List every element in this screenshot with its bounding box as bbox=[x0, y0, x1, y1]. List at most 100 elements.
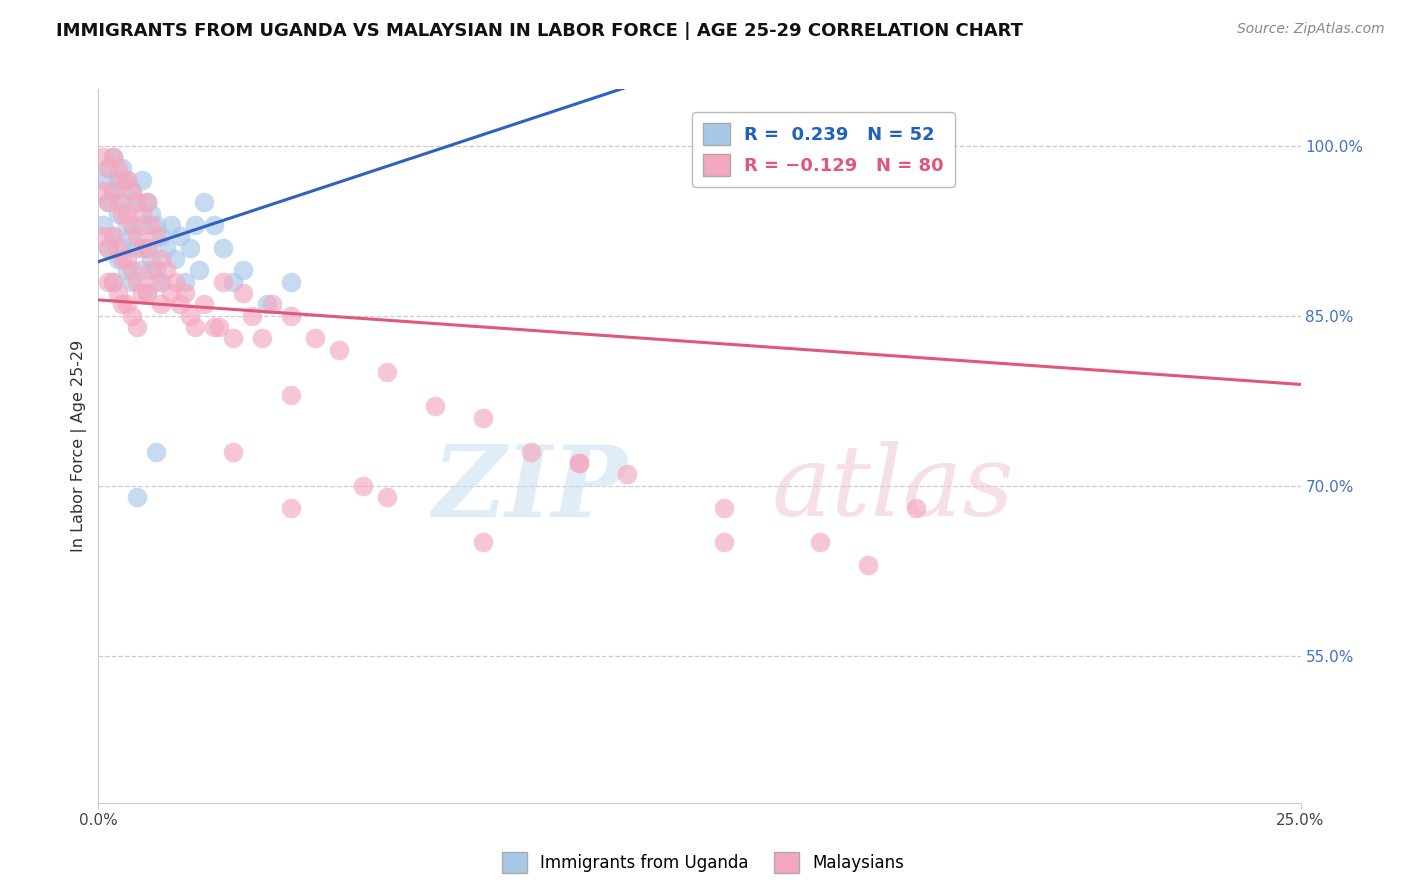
Point bbox=[91, 229, 114, 244]
Point bbox=[97, 195, 120, 210]
Text: ZIP: ZIP bbox=[433, 441, 627, 537]
Point bbox=[165, 252, 187, 266]
Point bbox=[149, 297, 172, 311]
Point bbox=[135, 195, 157, 210]
Point bbox=[135, 286, 157, 301]
Point bbox=[155, 263, 177, 277]
Point bbox=[97, 161, 120, 176]
Point bbox=[328, 343, 350, 357]
Point bbox=[121, 309, 143, 323]
Point bbox=[121, 184, 143, 198]
Point bbox=[107, 161, 129, 176]
Point bbox=[131, 207, 153, 221]
Point bbox=[117, 218, 139, 232]
Point bbox=[91, 218, 114, 232]
Point bbox=[135, 241, 157, 255]
Point bbox=[713, 535, 735, 549]
Point bbox=[149, 275, 172, 289]
Point bbox=[145, 444, 167, 458]
Point bbox=[193, 195, 215, 210]
Point bbox=[280, 501, 302, 516]
Point bbox=[141, 263, 163, 277]
Point bbox=[240, 309, 263, 323]
Point bbox=[101, 229, 124, 244]
Point bbox=[107, 241, 129, 255]
Point bbox=[125, 195, 148, 210]
Point bbox=[856, 558, 879, 572]
Point bbox=[111, 297, 134, 311]
Point bbox=[808, 535, 831, 549]
Point bbox=[97, 275, 120, 289]
Point bbox=[165, 275, 187, 289]
Point bbox=[145, 229, 167, 244]
Point bbox=[141, 207, 163, 221]
Point bbox=[904, 501, 927, 516]
Point bbox=[111, 173, 134, 187]
Point bbox=[375, 365, 398, 379]
Point bbox=[149, 229, 172, 244]
Point bbox=[117, 173, 139, 187]
Point bbox=[101, 275, 124, 289]
Point bbox=[117, 252, 139, 266]
Point bbox=[117, 297, 139, 311]
Point bbox=[131, 173, 153, 187]
Y-axis label: In Labor Force | Age 25-29: In Labor Force | Age 25-29 bbox=[72, 340, 87, 552]
Point bbox=[111, 195, 134, 210]
Point bbox=[169, 229, 191, 244]
Point bbox=[179, 241, 201, 255]
Legend: R =  0.239   N = 52, R = −0.129   N = 80: R = 0.239 N = 52, R = −0.129 N = 80 bbox=[692, 112, 955, 187]
Point bbox=[232, 286, 254, 301]
Point bbox=[111, 241, 134, 255]
Point bbox=[145, 275, 167, 289]
Point bbox=[159, 286, 181, 301]
Point bbox=[145, 263, 167, 277]
Point bbox=[520, 444, 543, 458]
Point bbox=[159, 218, 181, 232]
Point bbox=[125, 195, 148, 210]
Point bbox=[117, 263, 139, 277]
Point bbox=[111, 207, 134, 221]
Point bbox=[135, 195, 157, 210]
Point bbox=[713, 501, 735, 516]
Point bbox=[260, 297, 283, 311]
Point bbox=[101, 184, 124, 198]
Point bbox=[91, 173, 114, 187]
Point bbox=[174, 275, 197, 289]
Point bbox=[232, 263, 254, 277]
Point bbox=[141, 218, 163, 232]
Point bbox=[208, 320, 231, 334]
Point bbox=[188, 263, 211, 277]
Point bbox=[169, 297, 191, 311]
Point bbox=[135, 241, 157, 255]
Point bbox=[111, 161, 134, 176]
Point bbox=[101, 150, 124, 164]
Point bbox=[141, 252, 163, 266]
Point bbox=[423, 400, 446, 414]
Point bbox=[212, 275, 235, 289]
Point bbox=[174, 286, 197, 301]
Point bbox=[101, 150, 124, 164]
Point bbox=[202, 218, 225, 232]
Point bbox=[145, 218, 167, 232]
Point bbox=[256, 297, 278, 311]
Point bbox=[91, 184, 114, 198]
Point bbox=[304, 331, 326, 345]
Point bbox=[222, 331, 245, 345]
Point bbox=[375, 490, 398, 504]
Point bbox=[121, 229, 143, 244]
Text: atlas: atlas bbox=[772, 442, 1014, 536]
Point bbox=[135, 286, 157, 301]
Point bbox=[97, 241, 120, 255]
Point bbox=[472, 410, 495, 425]
Point bbox=[131, 241, 153, 255]
Point bbox=[97, 195, 120, 210]
Point bbox=[125, 229, 148, 244]
Point bbox=[472, 535, 495, 549]
Point bbox=[568, 456, 591, 470]
Point bbox=[101, 184, 124, 198]
Point bbox=[125, 275, 148, 289]
Point bbox=[117, 173, 139, 187]
Text: IMMIGRANTS FROM UGANDA VS MALAYSIAN IN LABOR FORCE | AGE 25-29 CORRELATION CHART: IMMIGRANTS FROM UGANDA VS MALAYSIAN IN L… bbox=[56, 22, 1024, 40]
Point bbox=[107, 207, 129, 221]
Point bbox=[202, 320, 225, 334]
